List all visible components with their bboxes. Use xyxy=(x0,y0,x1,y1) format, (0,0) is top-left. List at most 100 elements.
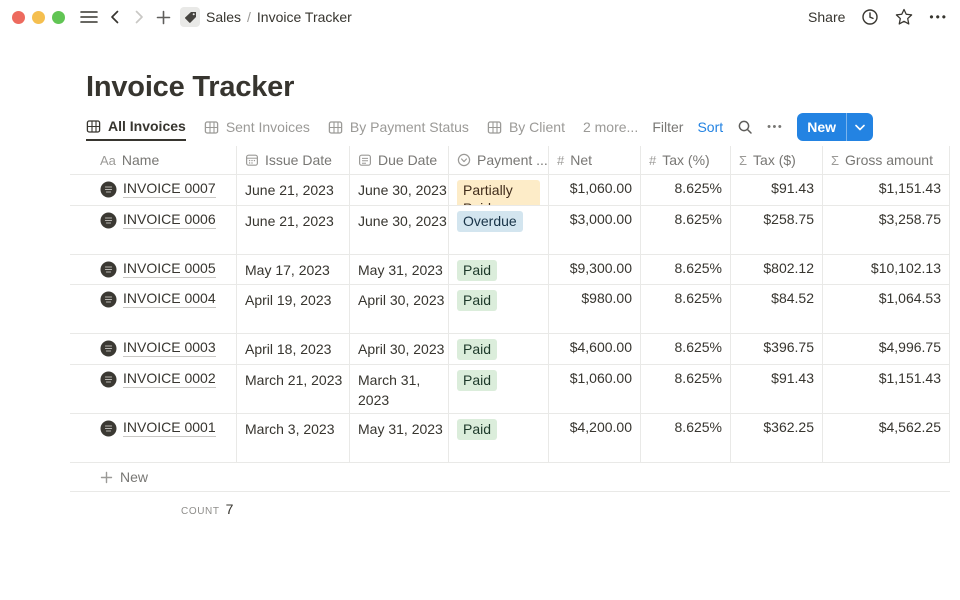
cell-gross-amount[interactable]: $1,151.43 xyxy=(823,175,950,205)
cell-invoice-name[interactable]: INVOICE 0002 xyxy=(70,365,237,413)
table-row[interactable]: INVOICE 0003 April 18, 2023 April 30, 20… xyxy=(70,334,950,365)
cell-due-date[interactable]: June 30, 2023 xyxy=(350,206,449,254)
cell-issue-date[interactable]: March 3, 2023 xyxy=(237,414,350,462)
column-header-due-date[interactable]: Due Date xyxy=(350,146,449,174)
cell-tax-dollars[interactable]: $258.75 xyxy=(731,206,823,254)
invoice-page-link[interactable]: INVOICE 0007 xyxy=(123,180,216,198)
sort-button[interactable]: Sort xyxy=(697,119,724,135)
cell-tax-dollars[interactable]: $84.52 xyxy=(731,285,823,333)
view-options-icon[interactable]: ••• xyxy=(767,121,784,133)
column-header-issue-date[interactable]: Issue Date xyxy=(237,146,350,174)
new-entry-split-button[interactable]: New xyxy=(797,113,873,141)
cell-gross-amount[interactable]: $4,996.75 xyxy=(823,334,950,364)
cell-due-date[interactable]: May 31, 2023 xyxy=(350,255,449,284)
column-header-tax-percent[interactable]: # Tax (%) xyxy=(641,146,731,174)
forward-icon[interactable] xyxy=(132,9,146,25)
new-page-icon[interactable] xyxy=(156,10,171,25)
cell-net[interactable]: $1,060.00 xyxy=(549,365,641,413)
table-row[interactable]: INVOICE 0006 June 21, 2023 June 30, 2023… xyxy=(70,206,950,255)
column-header-gross-amount[interactable]: Σ Gross amount xyxy=(823,146,950,174)
column-header-payment-status[interactable]: Payment ... xyxy=(449,146,549,174)
view-tab[interactable]: Sent Invoices xyxy=(204,113,310,141)
cell-due-date[interactable]: May 31, 2023 xyxy=(350,414,449,462)
invoice-page-link[interactable]: INVOICE 0003 xyxy=(123,339,216,357)
table-row[interactable]: INVOICE 0001 March 3, 2023 May 31, 2023 … xyxy=(70,414,950,463)
cell-issue-date[interactable]: March 21, 2023 xyxy=(237,365,350,413)
cell-payment-status[interactable]: Partially Paid xyxy=(449,175,549,205)
history-clock-icon[interactable] xyxy=(861,8,879,26)
breadcrumb-current[interactable]: Invoice Tracker xyxy=(256,9,352,25)
cell-invoice-name[interactable]: INVOICE 0001 xyxy=(70,414,237,462)
cell-payment-status[interactable]: Overdue xyxy=(449,206,549,254)
cell-due-date[interactable]: April 30, 2023 xyxy=(350,285,449,333)
cell-invoice-name[interactable]: INVOICE 0004 xyxy=(70,285,237,333)
invoice-page-link[interactable]: INVOICE 0001 xyxy=(123,419,216,437)
cell-payment-status[interactable]: Paid xyxy=(449,365,549,413)
cell-net[interactable]: $4,200.00 xyxy=(549,414,641,462)
cell-gross-amount[interactable]: $10,102.13 xyxy=(823,255,950,284)
cell-invoice-name[interactable]: INVOICE 0007 xyxy=(70,175,237,205)
share-button[interactable]: Share xyxy=(808,9,846,25)
cell-payment-status[interactable]: Paid xyxy=(449,334,549,364)
table-row[interactable]: INVOICE 0004 April 19, 2023 April 30, 20… xyxy=(70,285,950,334)
cell-tax-percent[interactable]: 8.625% xyxy=(641,414,731,462)
page-options-icon[interactable]: ••• xyxy=(929,10,948,24)
cell-net[interactable]: $4,600.00 xyxy=(549,334,641,364)
new-entry-button[interactable]: New xyxy=(807,119,836,135)
invoice-page-link[interactable]: INVOICE 0004 xyxy=(123,290,216,308)
add-row-button[interactable]: New xyxy=(70,463,950,492)
view-tab[interactable]: By Payment Status xyxy=(328,113,469,141)
cell-net[interactable]: $9,300.00 xyxy=(549,255,641,284)
favorite-star-icon[interactable] xyxy=(895,8,913,26)
column-header-net[interactable]: # Net xyxy=(549,146,641,174)
cell-tax-percent[interactable]: 8.625% xyxy=(641,175,731,205)
cell-gross-amount[interactable]: $1,064.53 xyxy=(823,285,950,333)
table-row[interactable]: INVOICE 0002 March 21, 2023 March 31, 20… xyxy=(70,365,950,414)
cell-tax-dollars[interactable]: $362.25 xyxy=(731,414,823,462)
cell-tax-percent[interactable]: 8.625% xyxy=(641,206,731,254)
cell-issue-date[interactable]: June 21, 2023 xyxy=(237,206,350,254)
more-views-button[interactable]: 2 more... xyxy=(582,119,639,135)
cell-issue-date[interactable]: April 18, 2023 xyxy=(237,334,350,364)
cell-tax-percent[interactable]: 8.625% xyxy=(641,334,731,364)
view-tab[interactable]: By Client xyxy=(487,113,565,141)
table-row[interactable]: INVOICE 0005 May 17, 2023 May 31, 2023 P… xyxy=(70,255,950,285)
cell-tax-percent[interactable]: 8.625% xyxy=(641,255,731,284)
cell-issue-date[interactable]: May 17, 2023 xyxy=(237,255,350,284)
invoice-page-link[interactable]: INVOICE 0002 xyxy=(123,370,216,388)
cell-gross-amount[interactable]: $3,258.75 xyxy=(823,206,950,254)
close-window-button[interactable] xyxy=(12,10,25,24)
invoice-page-link[interactable]: INVOICE 0006 xyxy=(123,211,216,229)
cell-invoice-name[interactable]: INVOICE 0005 xyxy=(70,255,237,284)
cell-due-date[interactable]: April 30, 2023 xyxy=(350,334,449,364)
cell-gross-amount[interactable]: $4,562.25 xyxy=(823,414,950,462)
search-icon[interactable] xyxy=(737,119,753,135)
cell-net[interactable]: $3,000.00 xyxy=(549,206,641,254)
view-tab[interactable]: All Invoices xyxy=(86,113,186,141)
cell-issue-date[interactable]: June 21, 2023 xyxy=(237,175,350,205)
zoom-window-button[interactable] xyxy=(52,10,65,24)
breadcrumb-parent[interactable]: Sales xyxy=(206,9,242,25)
new-entry-chevron-down-icon[interactable] xyxy=(847,124,873,131)
sidebar-menu-icon[interactable] xyxy=(80,10,98,24)
cell-due-date[interactable]: June 30, 2023 xyxy=(350,175,449,205)
column-header-name[interactable]: Aa Name xyxy=(70,146,237,174)
count-label[interactable]: COUNT xyxy=(181,506,220,517)
table-row[interactable]: INVOICE 0007 June 21, 2023 June 30, 2023… xyxy=(70,175,950,206)
cell-gross-amount[interactable]: $1,151.43 xyxy=(823,365,950,413)
cell-tax-dollars[interactable]: $396.75 xyxy=(731,334,823,364)
cell-tax-dollars[interactable]: $91.43 xyxy=(731,365,823,413)
cell-tax-dollars[interactable]: $91.43 xyxy=(731,175,823,205)
cell-invoice-name[interactable]: INVOICE 0003 xyxy=(70,334,237,364)
cell-payment-status[interactable]: Paid xyxy=(449,285,549,333)
minimize-window-button[interactable] xyxy=(32,10,45,24)
cell-net[interactable]: $1,060.00 xyxy=(549,175,641,205)
cell-issue-date[interactable]: April 19, 2023 xyxy=(237,285,350,333)
tag-page-icon[interactable] xyxy=(180,7,200,27)
cell-payment-status[interactable]: Paid xyxy=(449,255,549,284)
filter-button[interactable]: Filter xyxy=(652,119,684,135)
cell-payment-status[interactable]: Paid xyxy=(449,414,549,462)
cell-tax-dollars[interactable]: $802.12 xyxy=(731,255,823,284)
back-icon[interactable] xyxy=(108,9,122,25)
cell-net[interactable]: $980.00 xyxy=(549,285,641,333)
